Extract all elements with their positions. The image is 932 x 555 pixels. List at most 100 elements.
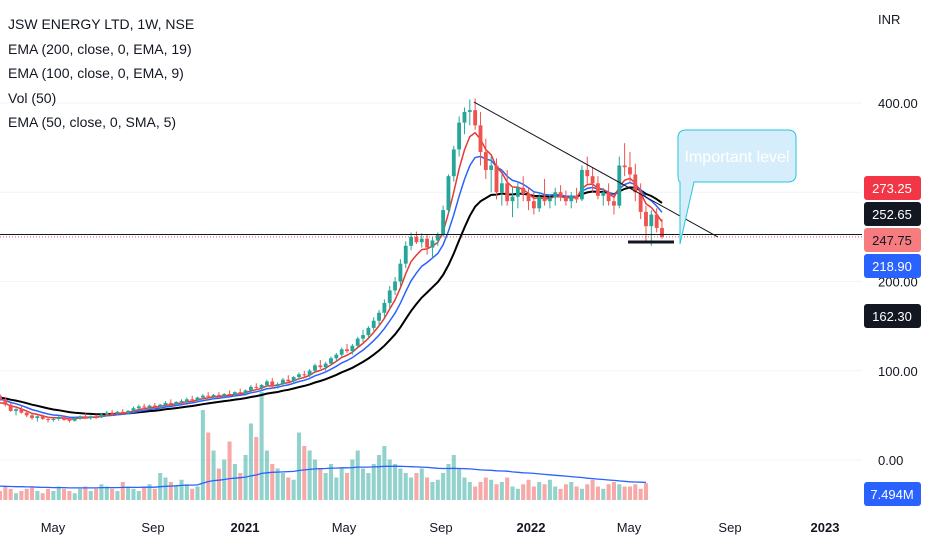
candle xyxy=(558,185,563,202)
candle-body xyxy=(644,211,648,227)
candle-body xyxy=(281,379,285,385)
candle-body xyxy=(377,312,381,321)
candle-body xyxy=(115,411,120,414)
volume-bar xyxy=(168,482,173,500)
candle xyxy=(19,406,24,414)
candle-body xyxy=(318,365,323,368)
price-badge: 252.65 xyxy=(864,202,921,226)
candle-body xyxy=(345,349,349,352)
volume-bar xyxy=(393,464,398,500)
candle xyxy=(211,393,216,400)
candle-body xyxy=(526,194,531,202)
volume-bar xyxy=(88,491,93,500)
candle xyxy=(232,391,237,397)
candle xyxy=(526,187,531,211)
candle-body xyxy=(190,399,195,401)
callout-label: Important level xyxy=(685,149,790,166)
candle-body xyxy=(473,110,478,126)
candle-body xyxy=(307,370,312,376)
chart-title[interactable]: JSW ENERGY LTD, 1W, NSE xyxy=(8,16,195,32)
volume-bar xyxy=(270,464,275,500)
candle-body xyxy=(531,201,536,209)
candle xyxy=(451,145,456,182)
candle-body xyxy=(158,404,163,407)
price-badge-bg xyxy=(864,202,921,226)
candle xyxy=(110,410,115,416)
candle-body xyxy=(649,214,654,227)
candle xyxy=(104,410,109,417)
volume-bar xyxy=(323,473,328,500)
user-drawings[interactable]: Important level xyxy=(0,101,862,245)
candle xyxy=(99,413,104,419)
candle xyxy=(654,208,659,233)
volume-bar xyxy=(307,450,312,500)
indicator-ema100[interactable]: EMA (100, close, 0, EMA, 9) xyxy=(8,65,184,81)
candle-body xyxy=(46,418,50,420)
candle-body xyxy=(120,411,125,413)
volume-bar xyxy=(78,488,83,500)
indicator-volume[interactable]: Vol (50) xyxy=(8,89,57,106)
candle xyxy=(14,408,18,416)
volume-bar xyxy=(446,464,451,500)
x-tick-label: 2021 xyxy=(231,520,260,535)
candle-body xyxy=(510,196,515,202)
volume-bar xyxy=(558,488,563,500)
candle xyxy=(430,236,435,259)
candle xyxy=(542,178,547,206)
volume-bar xyxy=(13,493,19,500)
x-tick-label: Sep xyxy=(429,520,452,535)
price-badge-bg xyxy=(864,176,921,200)
x-tick-label: 2022 xyxy=(517,520,546,535)
candle-body xyxy=(0,395,2,400)
candle-body xyxy=(126,410,131,413)
candle xyxy=(200,393,205,400)
x-axis: May Sep 2021 May Sep 2022 May Sep 2023 xyxy=(41,520,840,535)
volume-bar xyxy=(569,482,574,500)
candle-body xyxy=(462,111,467,123)
candle-body xyxy=(24,412,29,416)
candle-body xyxy=(350,345,355,352)
candle xyxy=(323,361,328,371)
candle-body xyxy=(302,374,307,376)
candle-body xyxy=(56,417,61,419)
price-badge-label: 273.25 xyxy=(872,181,912,196)
candle xyxy=(281,377,285,386)
candle xyxy=(515,181,520,209)
candle xyxy=(409,232,414,251)
volume-bar xyxy=(361,468,366,500)
candle-body xyxy=(334,354,339,359)
x-tick-label: Sep xyxy=(718,520,741,535)
candle-body xyxy=(30,415,34,419)
volume-bar xyxy=(371,464,376,500)
candle xyxy=(387,285,392,309)
candle xyxy=(473,98,478,130)
price-badge: 218.90 xyxy=(864,254,921,278)
volume-bar xyxy=(339,468,344,500)
candle xyxy=(660,219,664,239)
candle xyxy=(483,138,488,179)
volume-bar xyxy=(595,486,600,500)
ema-lines xyxy=(0,131,663,420)
candle xyxy=(115,410,120,416)
candle-body xyxy=(184,399,189,402)
candle-body xyxy=(174,401,179,404)
candle xyxy=(339,347,344,357)
candle-body xyxy=(40,416,45,419)
indicator-ema50[interactable]: EMA (50, close, 0, SMA, 5) xyxy=(8,114,177,130)
candle xyxy=(596,176,600,200)
volume-bar xyxy=(110,488,115,500)
candle xyxy=(46,417,50,423)
y-tick-label: 200.00 xyxy=(878,275,918,290)
y-tick-label: 100.00 xyxy=(878,364,918,379)
volume-bar xyxy=(83,486,88,500)
candle xyxy=(457,116,462,157)
volume-bar xyxy=(51,491,56,500)
candle xyxy=(40,414,45,420)
candle xyxy=(174,401,179,406)
indicator-ema200[interactable]: EMA (200, close, 0, EMA, 19) xyxy=(8,40,192,57)
volume-bar xyxy=(617,484,622,500)
candle-body xyxy=(259,385,264,388)
volume-bar xyxy=(425,477,430,500)
